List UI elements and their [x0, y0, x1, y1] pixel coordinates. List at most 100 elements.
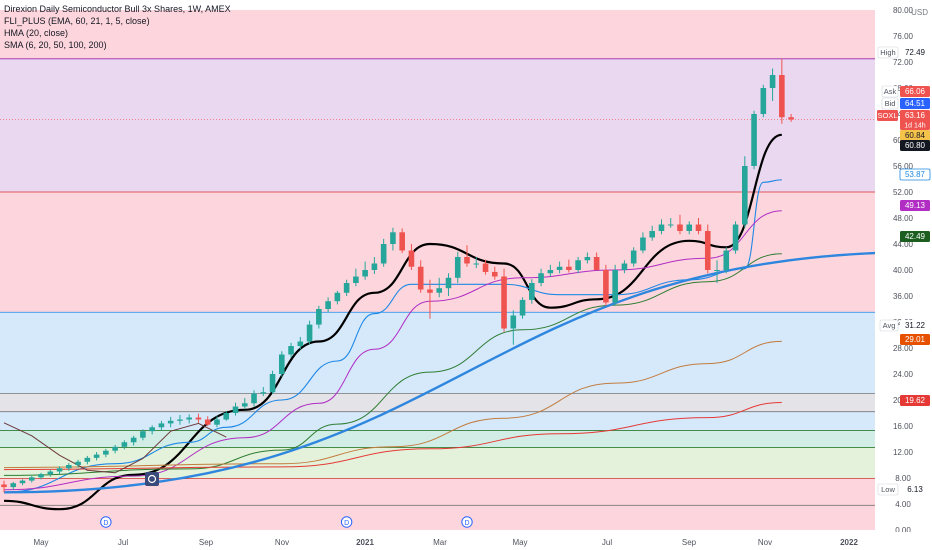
candle-body[interactable] — [603, 270, 609, 303]
candle-body[interactable] — [464, 257, 470, 264]
candle-body[interactable] — [788, 117, 794, 120]
symbol-badge[interactable] — [877, 110, 898, 121]
candle-body[interactable] — [390, 232, 396, 244]
sma20-value-tag[interactable] — [900, 200, 930, 211]
candle-body[interactable] — [482, 263, 489, 272]
candle-body[interactable] — [316, 309, 322, 325]
candle-body[interactable] — [47, 471, 54, 475]
candle-body[interactable] — [529, 283, 535, 300]
sma200-value-tag[interactable] — [900, 395, 930, 406]
candle-body[interactable] — [556, 266, 563, 270]
dividend-marker[interactable] — [100, 516, 112, 528]
candle-body[interactable] — [38, 474, 44, 478]
candle-body[interactable] — [714, 270, 720, 271]
candle-body[interactable] — [1, 484, 7, 488]
candle-body[interactable] — [445, 277, 452, 289]
candle-body[interactable] — [140, 431, 146, 438]
candle-body[interactable] — [454, 257, 461, 278]
sma50-value-tag[interactable] — [900, 231, 930, 242]
candle-body[interactable] — [260, 392, 267, 394]
candle-body[interactable] — [667, 224, 674, 226]
candle-body[interactable] — [66, 465, 72, 469]
candle-body[interactable] — [297, 341, 304, 347]
candle-body[interactable] — [427, 289, 433, 293]
candle-body[interactable] — [436, 288, 443, 293]
time-axis[interactable] — [0, 532, 932, 550]
candle-body[interactable] — [538, 273, 544, 283]
candle-body[interactable] — [380, 244, 387, 264]
candle-body[interactable] — [112, 446, 118, 451]
bid-price-tag[interactable] — [900, 98, 930, 109]
fli-value-tag[interactable] — [900, 140, 930, 151]
dividend-marker[interactable] — [461, 516, 473, 528]
candle-body[interactable] — [640, 237, 646, 251]
candle-body[interactable] — [501, 276, 507, 329]
candle-body[interactable] — [769, 75, 776, 88]
candle-body[interactable] — [547, 270, 554, 274]
candle-body[interactable] — [19, 480, 26, 484]
candle-body[interactable] — [103, 450, 109, 455]
avg-value-tag[interactable] — [900, 320, 930, 331]
candle-body[interactable] — [677, 224, 683, 232]
candle-body[interactable] — [473, 263, 480, 265]
candle-body[interactable] — [760, 88, 767, 114]
candle-body[interactable] — [334, 292, 341, 302]
candle-body[interactable] — [658, 224, 665, 232]
dividend-marker[interactable] — [340, 516, 353, 528]
high-value-tag[interactable] — [900, 47, 930, 58]
candle-body[interactable] — [630, 250, 637, 264]
candle-body[interactable] — [584, 257, 591, 261]
candle-body[interactable] — [130, 437, 137, 443]
candle-body[interactable] — [269, 374, 276, 393]
candle-body[interactable] — [612, 270, 618, 303]
last-price-tag[interactable] — [900, 110, 930, 130]
candle-body[interactable] — [223, 413, 230, 420]
candle-body[interactable] — [353, 276, 359, 284]
low-value-tag[interactable] — [900, 484, 930, 495]
candle-body[interactable] — [149, 427, 155, 432]
candle-body[interactable] — [399, 232, 405, 251]
candle-body[interactable] — [408, 250, 415, 267]
candle-body[interactable] — [177, 419, 183, 421]
indicator-hma[interactable]: HMA (20, close) — [4, 28, 69, 38]
candle-body[interactable] — [167, 420, 174, 424]
candle-body[interactable] — [93, 454, 100, 458]
candle-body[interactable] — [186, 417, 192, 420]
candle-body[interactable] — [279, 354, 285, 375]
price-axis[interactable] — [875, 0, 932, 550]
candle-body[interactable] — [491, 271, 498, 277]
candle-body[interactable] — [10, 483, 17, 488]
sma100-value-tag[interactable] — [900, 334, 930, 345]
candle-body[interactable] — [56, 468, 63, 472]
candle-body[interactable] — [214, 419, 220, 425]
candle-body[interactable] — [288, 346, 294, 355]
candle-body[interactable] — [593, 257, 600, 270]
candle-body[interactable] — [751, 114, 757, 166]
candle-body[interactable] — [343, 283, 350, 293]
candle-body[interactable] — [204, 419, 211, 425]
candle-body[interactable] — [566, 266, 572, 270]
ask-price-tag[interactable] — [900, 86, 930, 97]
candle-body[interactable] — [362, 270, 368, 277]
candle-body[interactable] — [704, 231, 711, 270]
candle-body[interactable] — [241, 403, 248, 407]
candle-body[interactable] — [371, 263, 378, 271]
candle-body[interactable] — [84, 457, 91, 462]
candle-body[interactable] — [621, 263, 628, 271]
candle-body[interactable] — [732, 224, 739, 251]
candle-body[interactable] — [417, 266, 424, 290]
candle-body[interactable] — [28, 477, 35, 481]
candle-body[interactable] — [686, 224, 693, 232]
hma-value-tag[interactable] — [900, 130, 930, 141]
candle-body[interactable] — [121, 442, 128, 447]
candle-body[interactable] — [575, 260, 581, 270]
candle-body[interactable] — [779, 75, 785, 118]
indicator-sma[interactable]: SMA (6, 20, 50, 100, 200) — [4, 40, 107, 50]
candle-body[interactable] — [195, 417, 202, 420]
candle-body[interactable] — [306, 324, 313, 342]
candle-body[interactable] — [325, 301, 331, 309]
candle-body[interactable] — [75, 461, 81, 465]
indicator-fli-plus[interactable]: FLI_PLUS (EMA, 60, 21, 1, 5, close) — [4, 16, 150, 26]
